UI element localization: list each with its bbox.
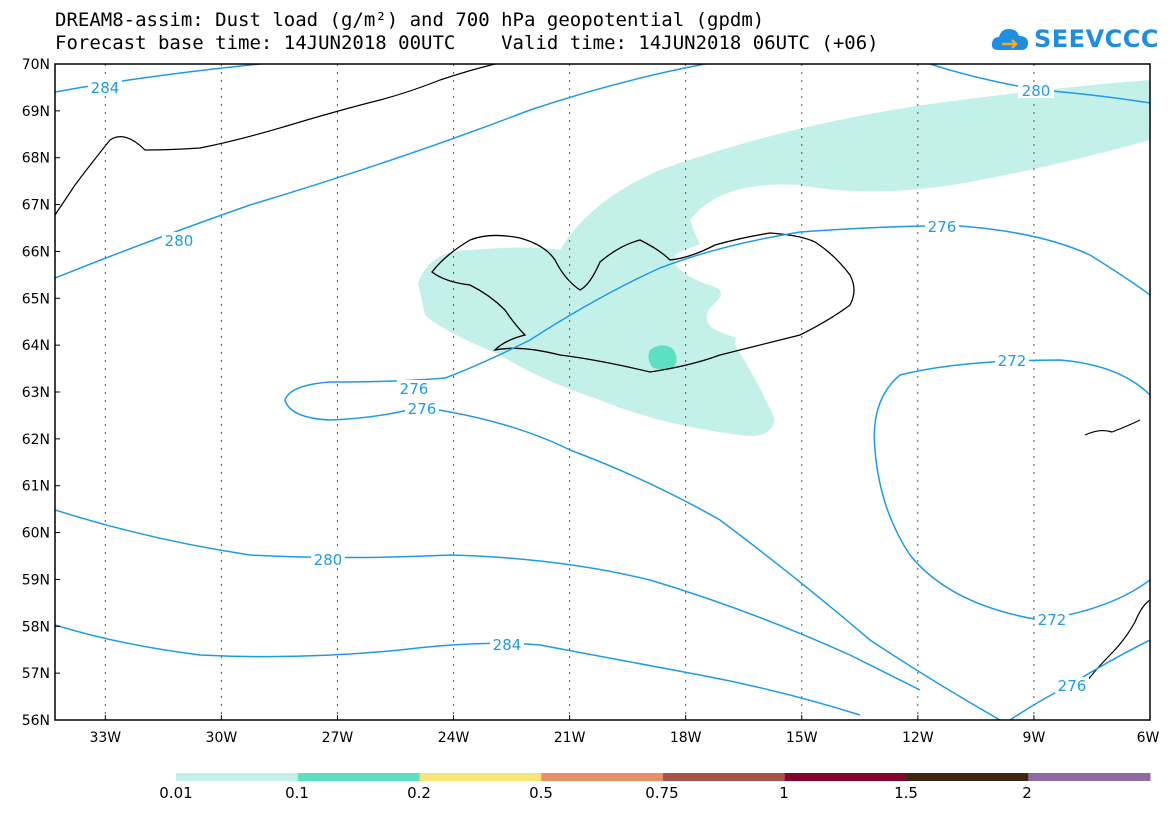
faroe-coastline <box>1084 419 1141 436</box>
longitude-labels: 33W 30W 27W 24W 21W 18W 15W 12W 9W 6W <box>89 730 1159 746</box>
iceland-coastline <box>431 232 855 373</box>
seevccc-logo: SEEVCCC <box>990 22 1159 56</box>
longitude-label: 24W <box>438 730 470 746</box>
latitude-label: 70N <box>22 57 50 73</box>
latitude-label: 62N <box>22 432 50 448</box>
latitude-label: 66N <box>22 244 50 260</box>
dust-plume-light <box>418 80 1150 436</box>
contour-label: 280 <box>1022 82 1051 100</box>
map-subtitle-times: Forecast base time: 14JUN2018 00UTC Vali… <box>55 32 879 54</box>
latitude-label: 59N <box>22 572 50 588</box>
axis-ticks <box>55 63 1151 721</box>
colorbar-label: 0.5 <box>529 784 553 802</box>
map-title: DREAM8-assim: Dust load (g/m²) and 700 h… <box>55 9 765 31</box>
graticule <box>104 64 1035 720</box>
contour-280-south <box>55 509 921 691</box>
colorbar-label: 0.01 <box>159 784 193 802</box>
latitude-label: 57N <box>22 666 50 682</box>
latitude-label: 63N <box>22 385 50 401</box>
cloud-icon <box>991 29 1028 50</box>
dust-patch-medium <box>648 345 677 370</box>
longitude-label: 21W <box>554 730 586 746</box>
colorbar-label: 2 <box>1022 784 1032 802</box>
contour-276-loop <box>284 377 1001 720</box>
longitude-label: 12W <box>902 730 934 746</box>
contour-label: 284 <box>493 636 522 654</box>
contour-label: 276 <box>928 218 957 236</box>
contour-label: 280 <box>165 232 194 250</box>
latitude-label: 64N <box>22 338 50 354</box>
contour-284-north <box>55 64 261 93</box>
colorbar-label: 0.1 <box>285 784 309 802</box>
latitude-label: 60N <box>22 526 50 542</box>
colorbar-swatch <box>176 773 299 781</box>
colorbar-swatch <box>784 773 907 781</box>
longitude-label: 18W <box>670 730 702 746</box>
scotland-coastline <box>1079 599 1150 691</box>
contour-276-main <box>444 225 1150 379</box>
colorbar-label: 1 <box>779 784 789 802</box>
colorbar-label: 1.5 <box>894 784 918 802</box>
logo-text: SEEVCCC <box>1034 25 1159 53</box>
longitude-label: 30W <box>206 730 238 746</box>
latitude-label: 56N <box>22 713 50 729</box>
colorbar-swatch <box>541 773 664 781</box>
contour-label: 272 <box>1038 611 1067 629</box>
longitude-label: 6W <box>1137 730 1160 746</box>
colorbar-swatch <box>663 773 786 781</box>
longitude-label: 15W <box>786 730 818 746</box>
latitude-label: 58N <box>22 619 50 635</box>
colorbar-label: 0.75 <box>645 784 679 802</box>
longitude-label: 27W <box>322 730 354 746</box>
contour-272 <box>873 359 1150 621</box>
latitude-label: 61N <box>22 479 50 495</box>
latitude-labels: 70N 69N 68N 67N 66N 65N 64N 63N 62N 61N 60N 59N 58N 5… <box>22 57 50 729</box>
latitude-label: 69N <box>22 104 50 120</box>
colorbar-swatch <box>297 773 420 781</box>
dust-free-area <box>675 236 855 343</box>
latitude-label: 68N <box>22 151 50 167</box>
colorbar <box>176 773 1151 781</box>
colorbar-swatch <box>419 773 542 781</box>
longitude-label: 33W <box>89 730 121 746</box>
contour-label: 276 <box>400 380 429 398</box>
contour-label: 284 <box>91 79 120 97</box>
contour-label: 280 <box>314 551 343 569</box>
contour-280-north <box>55 64 706 279</box>
contour-284-south <box>55 624 861 716</box>
contour-label: 272 <box>998 352 1027 370</box>
contour-label: 276 <box>408 400 437 418</box>
colorbar-swatch <box>1028 773 1151 781</box>
longitude-label: 9W <box>1023 730 1046 746</box>
contour-label: 276 <box>1058 677 1087 695</box>
latitude-label: 65N <box>22 291 50 307</box>
contour-labels: 284 280 280 276 276 276 272 280 284 272 … <box>88 79 1089 695</box>
colorbar-label: 0.2 <box>407 784 431 802</box>
colorbar-swatch <box>906 773 1029 781</box>
greenland-coastline <box>55 64 496 216</box>
latitude-label: 67N <box>22 198 50 214</box>
